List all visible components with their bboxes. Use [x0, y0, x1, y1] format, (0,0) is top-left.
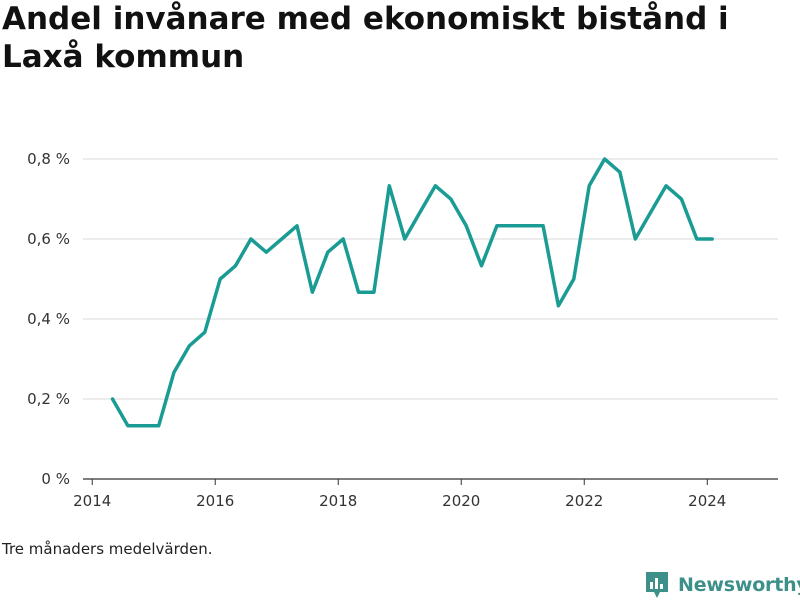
x-tick-label: 2014	[73, 492, 111, 510]
y-tick-label: 0,8 %	[27, 150, 70, 168]
x-tick-label: 2024	[688, 492, 726, 510]
x-tick-label: 2022	[565, 492, 603, 510]
chart-footnote: Tre månaders medelvärden.	[2, 540, 213, 558]
y-tick-label: 0,2 %	[27, 390, 70, 408]
gridlines	[83, 158, 778, 400]
series-line	[110, 157, 714, 428]
y-tick-label: 0,4 %	[27, 310, 70, 328]
x-tick-label: 2016	[196, 492, 234, 510]
brand-name: Newsworthy	[678, 574, 800, 596]
x-tick-label: 2018	[319, 492, 357, 510]
newsworthy-logo-icon	[646, 572, 668, 598]
brand-logo[interactable]: Newsworthy	[644, 569, 800, 601]
y-tick-label: 0 %	[41, 470, 70, 488]
y-tick-label: 0,6 %	[27, 230, 70, 248]
x-tick-label: 2020	[442, 492, 480, 510]
series-line-group	[110, 157, 714, 428]
chart-title: Andel invånare med ekonomiskt bistånd i …	[2, 1, 729, 75]
x-axis: 2014 2016 2018 2020 2022 2024	[73, 478, 778, 510]
y-tick-labels: 0 % 0,2 % 0,4 % 0,6 % 0,8 %	[27, 150, 70, 488]
